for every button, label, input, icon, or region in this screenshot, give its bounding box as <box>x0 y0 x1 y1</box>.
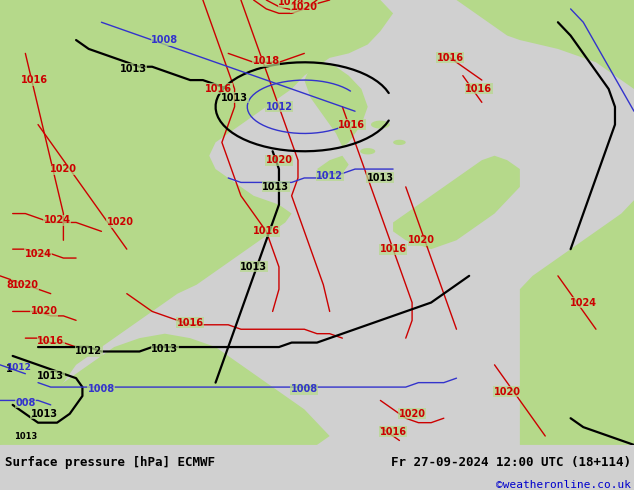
Text: 1012: 1012 <box>75 346 102 357</box>
Text: 1016: 1016 <box>205 84 232 94</box>
Text: 1020: 1020 <box>266 155 292 165</box>
Text: 1013: 1013 <box>152 344 178 354</box>
Text: Surface pressure [hPa] ECMWF: Surface pressure [hPa] ECMWF <box>5 456 215 468</box>
Text: 1012: 1012 <box>316 171 343 181</box>
Text: 1013: 1013 <box>240 262 267 272</box>
Text: 1024: 1024 <box>278 0 305 7</box>
Text: 1013: 1013 <box>221 93 248 103</box>
Text: 1020: 1020 <box>107 218 134 227</box>
Polygon shape <box>393 156 520 249</box>
Polygon shape <box>393 140 406 145</box>
Polygon shape <box>0 334 330 445</box>
Text: 8: 8 <box>6 280 13 290</box>
Text: 1020: 1020 <box>494 387 521 396</box>
Polygon shape <box>456 0 634 89</box>
Text: Fr 27-09-2024 12:00 UTC (18+114): Fr 27-09-2024 12:00 UTC (18+114) <box>391 456 631 468</box>
Polygon shape <box>371 121 390 128</box>
Text: 1016: 1016 <box>437 53 463 63</box>
Text: 1020: 1020 <box>291 2 318 12</box>
Text: 1012: 1012 <box>266 102 292 112</box>
Text: 1012: 1012 <box>6 363 31 371</box>
Text: 1020: 1020 <box>399 409 425 419</box>
Text: 1: 1 <box>6 364 13 374</box>
Text: 1016: 1016 <box>253 226 280 236</box>
Text: 1008: 1008 <box>152 35 178 45</box>
Text: 1018: 1018 <box>253 56 280 67</box>
Text: 1013: 1013 <box>367 173 394 183</box>
Text: 1008: 1008 <box>88 384 115 394</box>
Polygon shape <box>360 148 375 154</box>
Text: 1024: 1024 <box>25 248 51 259</box>
Text: 1013: 1013 <box>14 432 37 441</box>
Text: 1013: 1013 <box>31 409 58 419</box>
Text: 1020: 1020 <box>31 306 58 317</box>
Text: 1024: 1024 <box>44 215 70 225</box>
Text: 1020: 1020 <box>12 280 39 290</box>
Text: 1016: 1016 <box>465 84 492 94</box>
Text: 1024: 1024 <box>570 297 597 308</box>
Text: 1020: 1020 <box>408 235 435 245</box>
Text: 1008: 1008 <box>291 384 318 394</box>
Text: 1016: 1016 <box>37 336 64 346</box>
Polygon shape <box>507 200 634 445</box>
Text: 1020: 1020 <box>50 164 77 174</box>
Text: 1016: 1016 <box>339 120 365 129</box>
Text: 008: 008 <box>15 398 36 408</box>
Polygon shape <box>317 156 349 178</box>
Text: 1013: 1013 <box>262 182 289 192</box>
Polygon shape <box>0 0 393 445</box>
Text: 1016: 1016 <box>380 244 406 254</box>
Text: ©weatheronline.co.uk: ©weatheronline.co.uk <box>496 480 631 490</box>
Text: 1016: 1016 <box>380 427 406 437</box>
Text: 1016: 1016 <box>177 318 204 328</box>
Polygon shape <box>304 62 368 147</box>
Text: 1013: 1013 <box>120 64 146 74</box>
Text: 1013: 1013 <box>37 371 64 381</box>
Text: 1016: 1016 <box>22 75 48 85</box>
